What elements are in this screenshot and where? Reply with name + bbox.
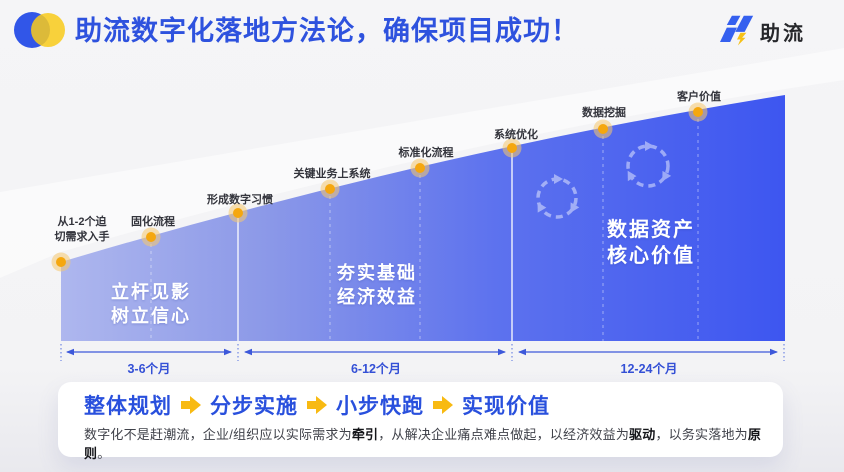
duration-label: 3-6个月 bbox=[127, 362, 171, 376]
milestone-dot bbox=[51, 252, 71, 272]
milestone-label: 客户价值 bbox=[677, 91, 721, 103]
brand-bolt-icon bbox=[720, 15, 754, 46]
summary-steps: 整体规划 分步实施 小步快跑 实现价值 bbox=[84, 390, 550, 420]
haze-highlight bbox=[0, 48, 844, 278]
milestone-label: 数据挖掘 bbox=[582, 107, 626, 119]
step-label: 整体规划 bbox=[84, 395, 172, 418]
description-text: ，从解决企业痛点难点做起，以经济效益为 bbox=[378, 427, 630, 442]
step-arrow-icon bbox=[181, 396, 201, 414]
milestone-dot bbox=[688, 102, 708, 122]
step-arrow-icon bbox=[307, 396, 327, 414]
milestone-label: 形成数字习惯 bbox=[207, 194, 273, 206]
description-text: 数字化不是赶潮流，企业/组织应以实际需求为 bbox=[84, 427, 352, 442]
milestone-label: 标准化流程 bbox=[398, 147, 454, 159]
summary-card: 整体规划 分步实施 小步快跑 实现价值 数字化不是赶潮流，企业/组织应以实际需求… bbox=[58, 382, 783, 461]
keyword: 驱动 bbox=[629, 427, 656, 442]
duration-arrow bbox=[518, 348, 778, 356]
phase-dividers bbox=[237, 148, 513, 341]
phase-title: 数据资产 核心价值 bbox=[607, 219, 695, 267]
step-arrow-icon bbox=[433, 396, 453, 414]
loop-arrows-icon bbox=[626, 141, 672, 188]
milestone-label: 关键业务上系统 bbox=[293, 168, 371, 180]
summary-description: 数字化不是赶潮流，企业/组织应以实际需求为牵引，从解决企业痛点难点做起，以经济效… bbox=[84, 424, 783, 462]
description-text: 。 bbox=[97, 446, 111, 461]
logo-circles-icon bbox=[14, 12, 70, 48]
duration-arrow bbox=[66, 348, 232, 356]
slide-title: 助流数字化落地方法论，确保项目成功！ bbox=[75, 16, 579, 46]
step-label: 实现价值 bbox=[462, 395, 550, 418]
brand-name: 助流 bbox=[760, 22, 806, 45]
phase-title: 立杆见影 树立信心 bbox=[111, 282, 191, 326]
milestone-label: 系统优化 bbox=[494, 129, 538, 141]
duration-label: 12-24个月 bbox=[620, 362, 678, 376]
milestone-label: 从1-2个迫 切需求入手 bbox=[54, 216, 110, 243]
step-label: 分步实施 bbox=[210, 395, 298, 418]
duration-label: 6-12个月 bbox=[350, 362, 402, 376]
keyword: 牵引 bbox=[351, 427, 379, 442]
keyword: 原则 bbox=[84, 427, 762, 461]
step-label: 小步快跑 bbox=[336, 395, 424, 418]
milestone-label: 固化流程 bbox=[131, 216, 175, 228]
milestone-dot bbox=[320, 179, 340, 199]
phase-title: 夯实基础 经济效益 bbox=[337, 263, 417, 307]
milestone-dot bbox=[593, 119, 613, 139]
loop-arrows-icon bbox=[536, 174, 580, 219]
milestone-dot bbox=[410, 158, 430, 178]
description-text: ，以务实落地为 bbox=[655, 427, 748, 442]
brand-logo: 助流 bbox=[720, 13, 806, 49]
milestone-dot bbox=[141, 227, 161, 247]
duration-arrow bbox=[244, 348, 506, 356]
